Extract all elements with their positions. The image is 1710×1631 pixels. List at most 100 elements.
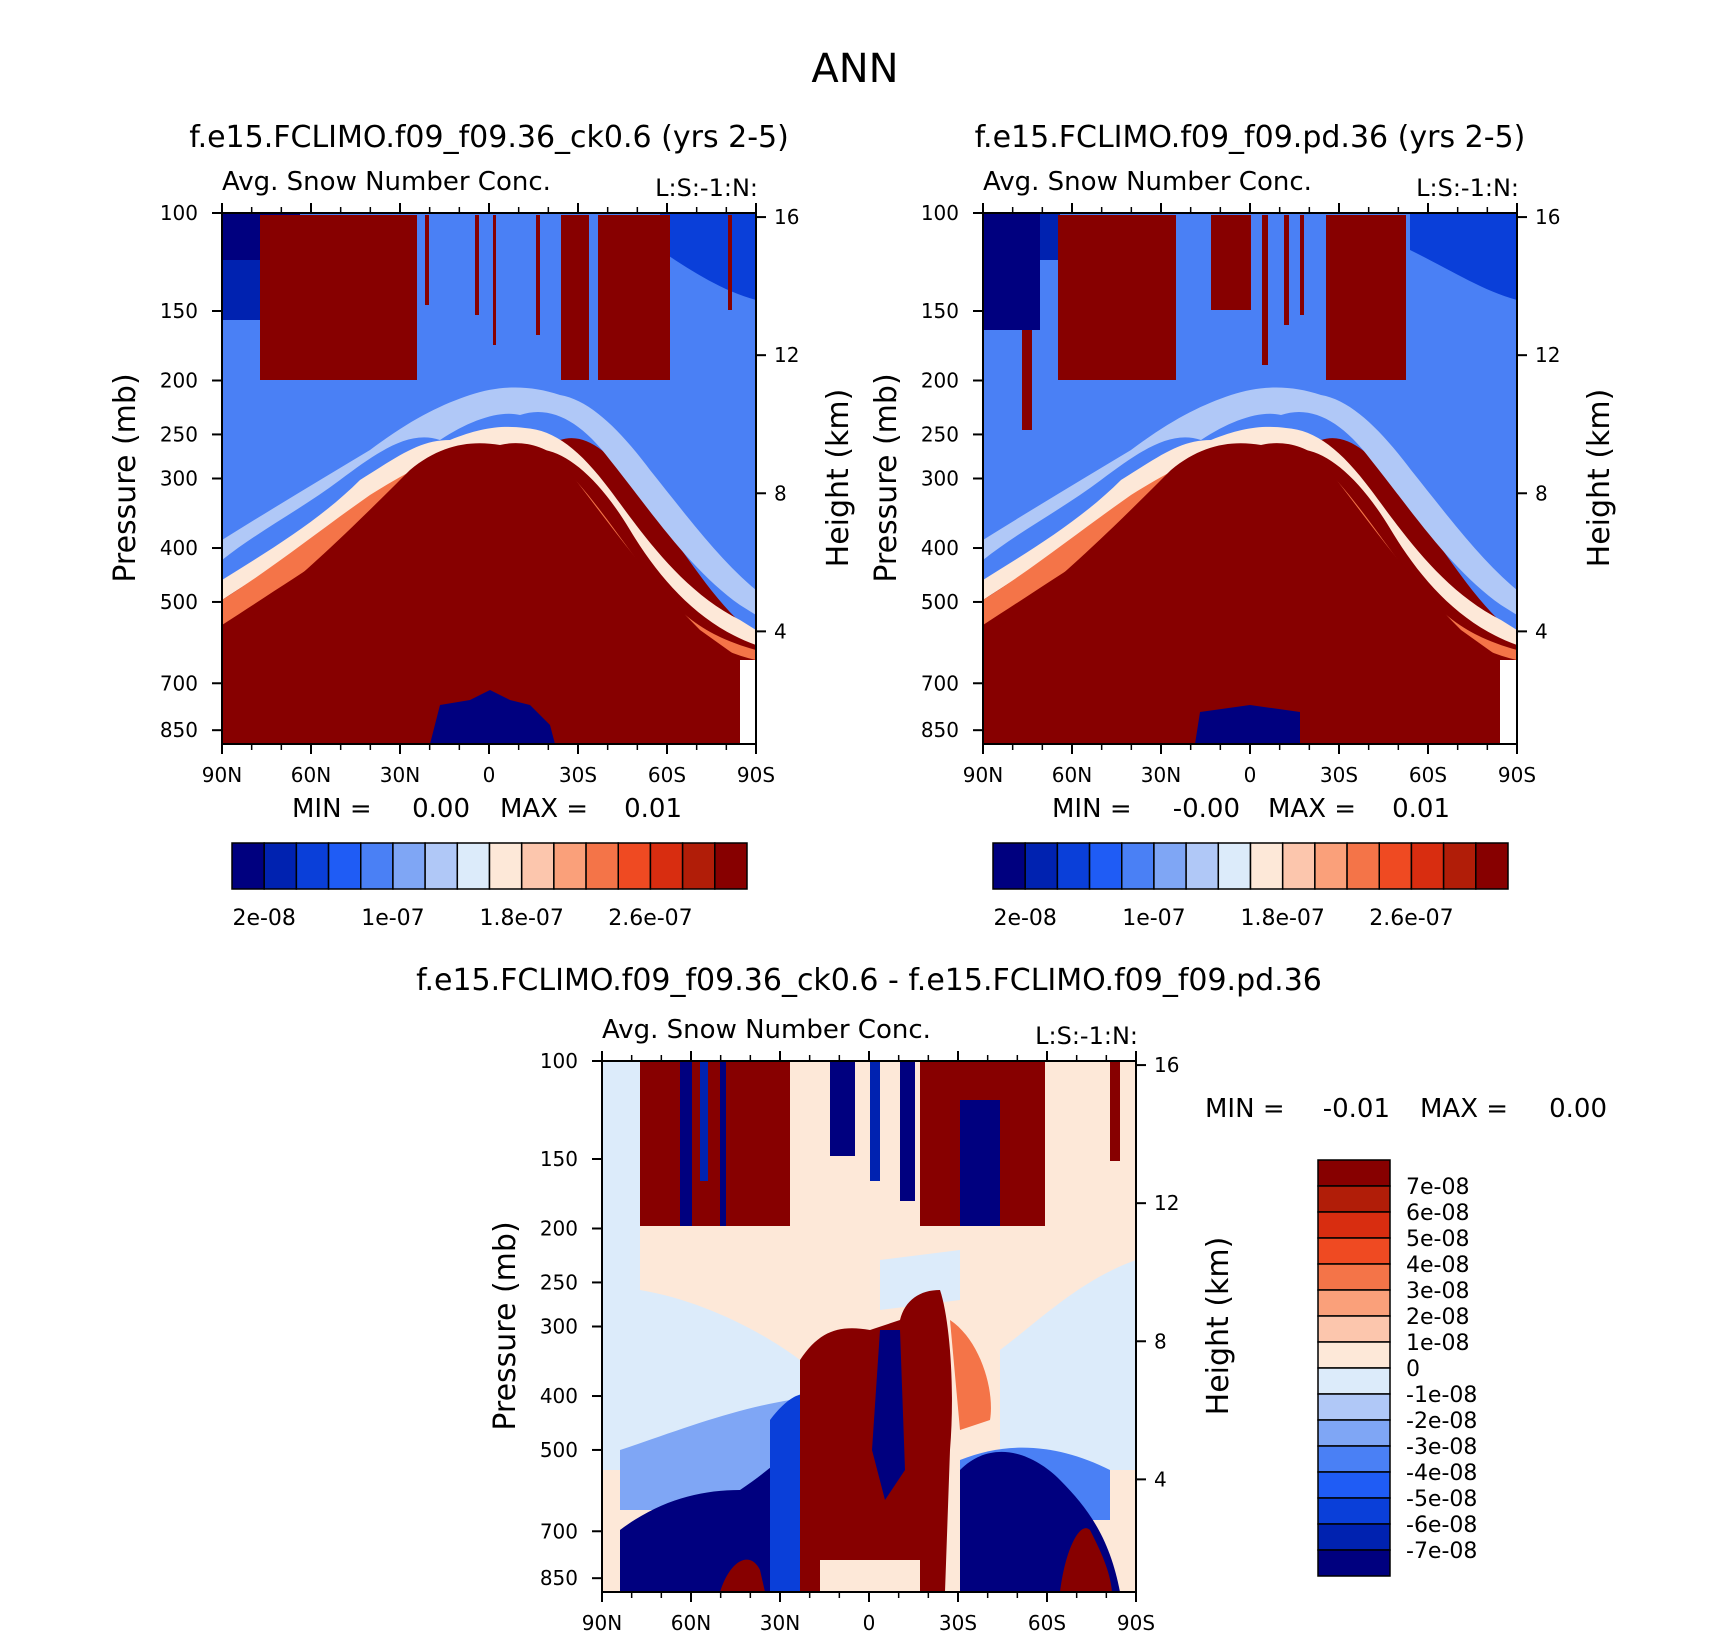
colorbar: 7e-086e-085e-084e-083e-082e-081e-080-1e-…: [1317, 1159, 1477, 1577]
colorbar-swatch: [295, 842, 330, 890]
colorbar-swatch: [1317, 1523, 1391, 1551]
colorbar-swatch: [263, 842, 298, 890]
panel-title: f.e15.FCLIMO.f09_f09.36_ck0.6 - f.e15.FC…: [416, 963, 1322, 998]
colorbar-label: 4e-08: [1406, 1253, 1469, 1278]
y2-tick-label: 12: [774, 343, 799, 367]
y2-tick-label: 16: [1154, 1053, 1179, 1077]
colorbar-swatch: [456, 842, 491, 890]
colorbar-label: 5e-08: [1406, 1227, 1469, 1252]
max-value: 0.00: [1549, 1094, 1607, 1124]
colorbar-label: -4e-08: [1406, 1461, 1477, 1486]
x-tick-label: 90S: [1117, 1611, 1155, 1631]
field-plot: [602, 1061, 1136, 1592]
colorbar: 2e-08 1e-07 1.8e-07 2.6e-07: [992, 842, 1509, 931]
panel-title: f.e15.FCLIMO.f09_f09.pd.36 (yrs 2-5): [975, 120, 1526, 155]
corner-label: L:S:-1:N:: [655, 174, 758, 202]
y-tick-label: 300: [160, 467, 198, 491]
colorbar-label: 0: [1406, 1357, 1420, 1382]
colorbar-swatch: [681, 842, 716, 890]
colorbar-label: 3e-08: [1406, 1279, 1469, 1304]
colorbar-swatch: [231, 842, 265, 890]
min-value: 0.00: [412, 794, 470, 824]
y-tick-label: 200: [540, 1217, 578, 1241]
colorbar: 2e-08 1e-07 1.8e-07 2.6e-07: [231, 842, 748, 931]
panel-subtitle: Avg. Snow Number Conc.: [222, 167, 551, 197]
colorbar-swatch: [1442, 842, 1477, 890]
colorbar-swatch: [1185, 842, 1220, 890]
colorbar-label: 2e-08: [993, 906, 1056, 931]
colorbar-label: -7e-08: [1406, 1539, 1477, 1564]
colorbar-swatch: [1317, 1393, 1391, 1421]
field-plot: [983, 213, 1517, 744]
colorbar-swatch: [1317, 1211, 1391, 1239]
x-tick-label: 60N: [291, 763, 331, 787]
colorbar-label: 1e-07: [361, 906, 424, 931]
y-axis-label: Pressure (mb): [108, 373, 143, 582]
panel-title: f.e15.FCLIMO.f09_f09.36_ck0.6 (yrs 2-5): [189, 120, 789, 155]
y-tick-label: 150: [160, 299, 198, 323]
colorbar-swatch: [1346, 842, 1380, 890]
x-tick-label: 0: [863, 1611, 876, 1631]
colorbar-swatch: [1317, 1237, 1391, 1265]
colorbar-swatch: [585, 842, 619, 890]
y-tick-label: 400: [160, 536, 198, 560]
max-value: 0.01: [1392, 794, 1450, 824]
cloud-block-sh: [598, 215, 670, 380]
colorbar-swatch: [1317, 1289, 1391, 1317]
corner-label: L:S:-1:N:: [1035, 1022, 1138, 1050]
colorbar-swatch: [392, 842, 426, 890]
y-tick-label: 700: [160, 671, 198, 695]
y2-axis-label: Height (km): [821, 389, 856, 568]
panel-control: f.e15.FCLIMO.f09_f09.36_ck0.6 (yrs 2-5) …: [108, 120, 856, 931]
y-tick-label: 200: [160, 369, 198, 393]
y2-tick-label: 4: [774, 619, 787, 643]
y-tick-label: 100: [540, 1049, 578, 1073]
y2-tick-label: 16: [774, 205, 799, 229]
colorbar-swatch: [1088, 842, 1123, 890]
colorbar-swatch: [1317, 1159, 1391, 1187]
y2-axis-label: Height (km): [1201, 1237, 1236, 1416]
colorbar-label: -6e-08: [1406, 1513, 1477, 1538]
colorbar-label: 2.6e-07: [608, 906, 692, 931]
y-tick-label: 400: [540, 1384, 578, 1408]
x-tick-label: 60N: [671, 1611, 711, 1631]
y-tick-label: 300: [540, 1315, 578, 1339]
colorbar-swatch: [1314, 842, 1348, 890]
colorbar-swatch: [617, 842, 652, 890]
x-tick-label: 60S: [1409, 763, 1447, 787]
min-label: MIN =: [1052, 794, 1132, 824]
colorbar-swatch: [1317, 1497, 1391, 1525]
colorbar-swatch: [1317, 1419, 1391, 1447]
x-tick-label: 60S: [648, 763, 686, 787]
x-tick-label: 90S: [1498, 763, 1536, 787]
colorbar-swatch: [1317, 1445, 1391, 1473]
y2-tick-label: 8: [774, 481, 787, 505]
colorbar-swatch: [1217, 842, 1252, 890]
min-label: MIN =: [1205, 1094, 1285, 1124]
colorbar-label: 7e-08: [1406, 1175, 1469, 1200]
y-tick-label: 700: [921, 671, 959, 695]
y-tick-label: 250: [921, 422, 959, 446]
y-axis-label: Pressure (mb): [488, 1221, 523, 1430]
colorbar-swatch: [1317, 1185, 1391, 1213]
y-tick-label: 300: [921, 467, 959, 491]
x-tick-label: 30S: [1320, 763, 1358, 787]
colorbar-swatch: [1121, 842, 1155, 890]
cloud-block-nh: [260, 215, 417, 380]
x-tick-label: 30N: [1141, 763, 1181, 787]
tropical-red-core: [222, 443, 756, 744]
y2-tick-label: 8: [1535, 481, 1548, 505]
colorbar-swatch: [1317, 1263, 1391, 1291]
colorbar-label: 2.6e-07: [1369, 906, 1453, 931]
x-tick-label: 0: [1244, 763, 1257, 787]
y-tick-label: 400: [921, 536, 959, 560]
colorbar-swatch: [1317, 1341, 1391, 1369]
colorbar-swatch: [649, 842, 684, 890]
y-axis-label: Pressure (mb): [869, 373, 904, 582]
colorbar-label: 1e-08: [1406, 1331, 1469, 1356]
y-tick-label: 200: [921, 369, 959, 393]
colorbar-label: 2e-08: [232, 906, 295, 931]
